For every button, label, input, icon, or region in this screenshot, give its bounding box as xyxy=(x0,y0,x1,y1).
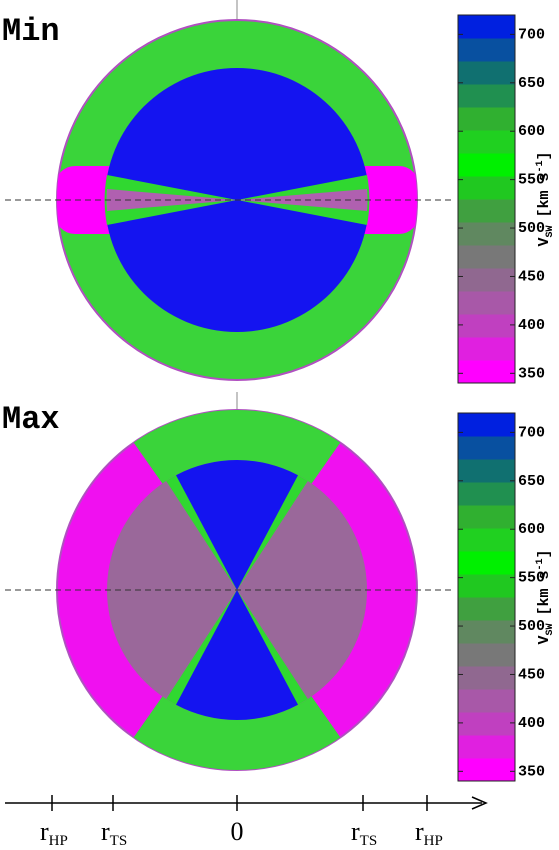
colorbar-tick-label: 450 xyxy=(518,268,545,285)
panel-title: Min xyxy=(2,13,60,50)
label-part: [km s xyxy=(536,172,553,217)
colorbar-step xyxy=(458,15,515,39)
colorbar-step xyxy=(458,758,515,782)
label-part: [km s xyxy=(536,570,553,615)
axis-label-main: r xyxy=(351,817,360,846)
label-sup: -1 xyxy=(535,558,546,570)
colorbar-step xyxy=(458,84,515,108)
colorbar-frame xyxy=(457,14,516,384)
colorbar-tick-label: 500 xyxy=(518,220,545,237)
colorbar-tick-label: 350 xyxy=(518,365,545,382)
colorbar-tick-label: 650 xyxy=(518,473,545,490)
colorbar-frame xyxy=(457,412,516,782)
colorbar-tick-label: 700 xyxy=(518,26,545,43)
min-map xyxy=(5,0,455,381)
colorbar-step xyxy=(458,107,515,131)
axis-label-sub: HP xyxy=(424,833,443,849)
colorbar-step xyxy=(458,153,515,177)
colorbar-step xyxy=(458,268,515,292)
colorbar-step xyxy=(458,712,515,736)
max-map xyxy=(5,392,455,771)
axis-label-main: r xyxy=(415,817,424,846)
colorbar-step xyxy=(458,620,515,644)
axis-label-main: r xyxy=(40,817,49,846)
colorbar-step xyxy=(458,360,515,384)
colorbar-step xyxy=(458,643,515,667)
colorbar-step xyxy=(458,291,515,315)
colorbar-step xyxy=(458,337,515,361)
colorbar-step xyxy=(458,413,515,437)
label-sub: SW xyxy=(545,226,556,238)
radial-axis xyxy=(5,796,488,810)
axis-label-main: 0 xyxy=(231,817,244,846)
colorbar-step xyxy=(458,38,515,62)
colorbar-tick-label: 600 xyxy=(518,521,545,538)
colorbar-tick-label: 350 xyxy=(518,763,545,780)
label-part: V xyxy=(536,636,553,645)
colorbar-step xyxy=(458,597,515,621)
colorbar-step xyxy=(458,505,515,529)
colorbar-tick-label: 500 xyxy=(518,618,545,635)
colorbar-tick-label: 550 xyxy=(518,570,545,587)
colorbar-label: VSW [km s-1] xyxy=(535,151,556,246)
colorbar-step xyxy=(458,528,515,552)
colorbar-step xyxy=(458,551,515,575)
colorbar-step xyxy=(458,459,515,483)
colorbar-label: VSW [km s-1] xyxy=(535,549,556,644)
axis-label-sub: HP xyxy=(49,833,68,849)
axis-label: rTS xyxy=(101,817,127,849)
panel-title: Max xyxy=(2,401,60,438)
colorbar-tick-label: 450 xyxy=(518,666,545,683)
colorbar-step xyxy=(458,245,515,269)
axis-label-sub: TS xyxy=(360,833,378,849)
colorbar-step xyxy=(458,61,515,85)
label-sup: -1 xyxy=(535,160,546,172)
colorbar-tick-label: 650 xyxy=(518,75,545,92)
colorbar-step xyxy=(458,666,515,690)
axis-label: rHP xyxy=(415,817,443,849)
colorbar-tick-label: 400 xyxy=(518,317,545,334)
label-sub: SW xyxy=(545,624,556,636)
colorbar-step xyxy=(458,199,515,223)
axis-label-sub: TS xyxy=(110,833,128,849)
colorbar-step xyxy=(458,436,515,460)
colorbar-tick-label: 700 xyxy=(518,424,545,441)
label-part: ] xyxy=(536,549,553,558)
colorbar-tick-label: 550 xyxy=(518,172,545,189)
axis-label: 0 xyxy=(231,817,244,846)
label-part: V xyxy=(536,238,553,247)
colorbar-step xyxy=(458,735,515,759)
colorbar-tick-label: 600 xyxy=(518,123,545,140)
axis-label: rTS xyxy=(351,817,377,849)
colorbar-step xyxy=(458,176,515,200)
axis-label-main: r xyxy=(101,817,110,846)
axis-label: rHP xyxy=(40,817,68,849)
colorbar-step xyxy=(458,222,515,246)
colorbar-step xyxy=(458,689,515,713)
label-part: ] xyxy=(536,151,553,160)
colorbar-step xyxy=(458,130,515,154)
colorbar-step xyxy=(458,482,515,506)
colorbar-step xyxy=(458,314,515,338)
colorbar-step xyxy=(458,574,515,598)
colorbar-tick-label: 400 xyxy=(518,715,545,732)
